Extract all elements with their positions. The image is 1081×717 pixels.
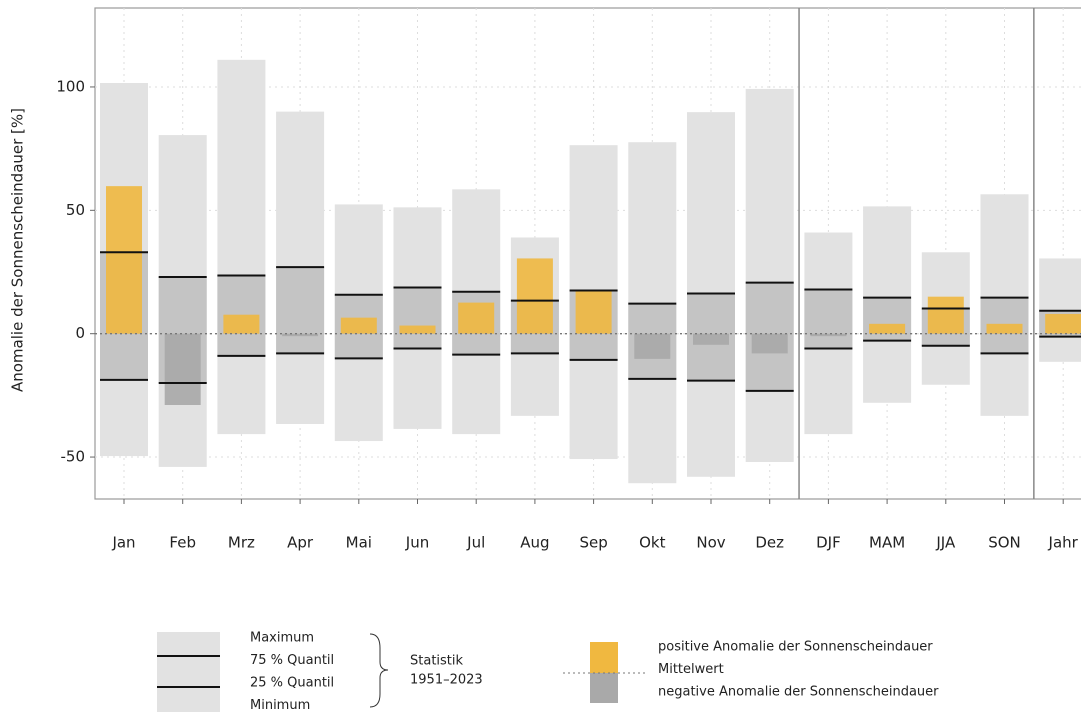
legend-positive: [590, 642, 618, 673]
x-tick-label: Jun: [405, 534, 429, 552]
anomaly-bar: [223, 314, 260, 334]
x-tick-label: DJF: [816, 534, 841, 552]
quantile-box: [393, 287, 442, 349]
anomaly-bar: [927, 296, 964, 334]
anomaly-bar: [399, 325, 436, 334]
legend-label: 25 % Quantil: [250, 676, 334, 691]
x-tick-label: Dez: [755, 534, 784, 552]
anomaly-bar: [869, 323, 906, 334]
y-tick-label: 50: [66, 201, 85, 219]
anomaly-bar: [575, 289, 612, 334]
anomaly-bar: [751, 333, 788, 354]
anomaly-bar: [340, 317, 377, 334]
x-tick-label: Mai: [346, 534, 372, 552]
legend-negative: [590, 673, 618, 703]
anomaly-bar: [1045, 313, 1081, 334]
anomaly-bar: [693, 333, 729, 345]
x-tick-label: Mrz: [228, 534, 255, 552]
legend-group-label: Statistik: [410, 654, 464, 669]
anomaly-bar: [164, 333, 201, 405]
legend-label: positive Anomalie der Sonnenscheindauer: [658, 640, 933, 655]
legend-label: negative Anomalie der Sonnenscheindauer: [658, 685, 939, 700]
quantile-box: [276, 267, 325, 354]
x-tick-label: Okt: [639, 534, 665, 552]
anomaly-bar: [634, 333, 671, 359]
y-tick-label: 0: [75, 324, 85, 342]
x-tick-label: Jan: [111, 534, 135, 552]
y-tick-label: -50: [61, 448, 86, 466]
anomaly-bar: [282, 333, 319, 337]
range-bar: [217, 59, 266, 435]
anomaly-bar: [458, 302, 495, 334]
legend-range: [157, 632, 220, 712]
x-tick-label: SON: [988, 534, 1021, 552]
quantile-box: [804, 289, 853, 349]
y-axis-label: Anomalie der Sonnenscheindauer [%]: [9, 108, 27, 392]
x-tick-label: Jul: [466, 534, 485, 552]
range-bar: [745, 88, 794, 462]
anomaly-bar: [986, 323, 1023, 334]
anomaly-bar: [106, 186, 142, 334]
x-tick-label: Feb: [169, 534, 196, 552]
x-tick-label: Aug: [520, 534, 549, 552]
legend-label: Mittelwert: [658, 662, 724, 677]
plot-frame: [94, 7, 1081, 500]
legend-group-label: 1951–2023: [410, 673, 483, 688]
anomaly-bar: [810, 333, 847, 337]
x-tick-label: JJA: [935, 534, 956, 552]
legend-label: Minimum: [250, 698, 310, 713]
x-tick-label: Jahr: [1048, 534, 1079, 552]
legend-label: Maximum: [250, 631, 314, 646]
legend-brace: [369, 633, 389, 708]
legend-label: 75 % Quantil: [250, 653, 334, 668]
x-tick-label: Apr: [287, 534, 314, 552]
anomaly-bar: [516, 258, 553, 334]
x-tick-label: MAM: [869, 534, 905, 552]
x-tick-label: Nov: [696, 534, 725, 552]
x-tick-label: Sep: [579, 534, 607, 552]
y-tick-label: 100: [56, 77, 85, 95]
